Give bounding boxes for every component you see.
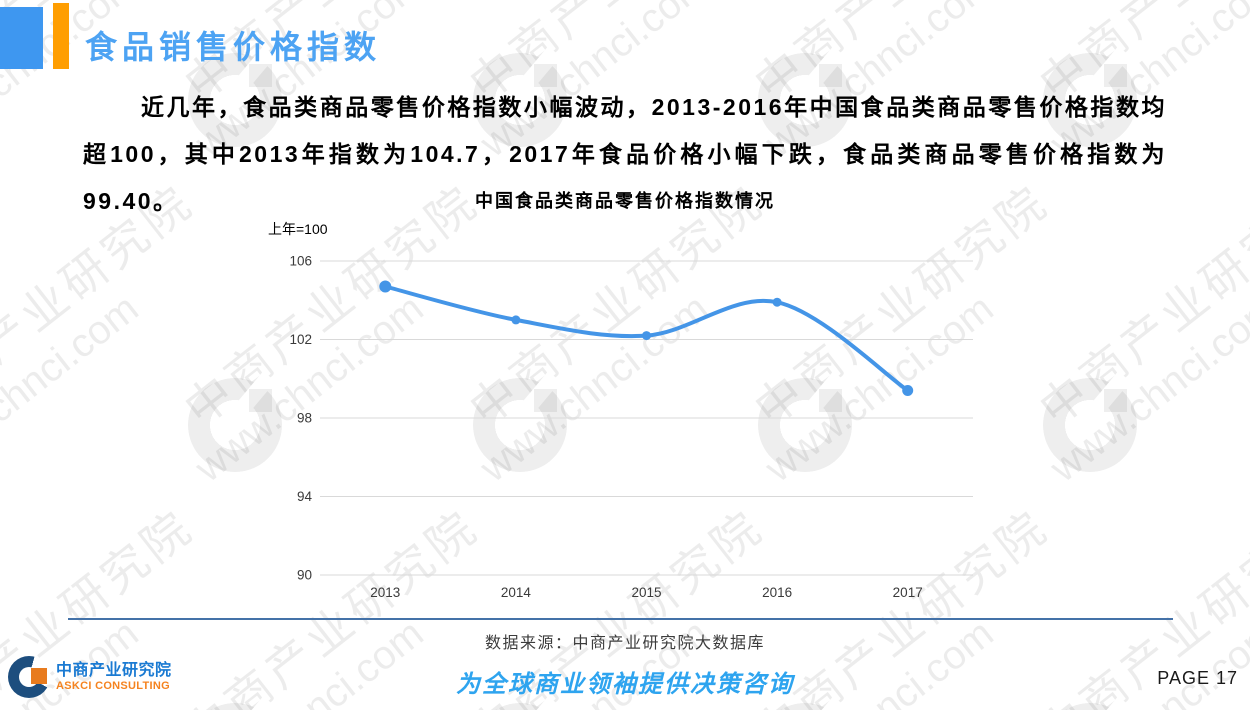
askci-logo-icon xyxy=(8,656,50,698)
x-axis-labels: 2013 2014 2015 2016 2017 xyxy=(370,585,922,600)
watermark-logo-icon xyxy=(188,378,282,472)
logo-text-block: 中商产业研究院 ASKCI CONSULTING xyxy=(56,662,172,693)
watermark-logo-icon xyxy=(1043,703,1137,710)
data-point-marker xyxy=(772,297,782,307)
brand-name: 中商产业研究院 xyxy=(56,661,172,679)
watermark-logo-icon xyxy=(188,703,282,710)
gridlines xyxy=(320,260,973,576)
x-tick-label: 2016 xyxy=(762,585,792,600)
chart-title: 中国食品类商品零售价格指数情况 xyxy=(475,191,775,211)
y-tick-label: 94 xyxy=(297,489,313,504)
watermark-logo-icon xyxy=(758,703,852,710)
y-tick-label: 98 xyxy=(297,411,312,426)
data-point-marker xyxy=(379,280,392,293)
footer-divider xyxy=(68,618,1173,620)
footer-slogan: 为全球商业领袖提供决策咨询 xyxy=(456,669,794,698)
page-number: PAGE 17 xyxy=(1157,668,1238,688)
x-tick-label: 2014 xyxy=(501,585,532,600)
logo-square-shape xyxy=(31,668,47,684)
header-accent-square xyxy=(0,7,43,69)
y-axis-labels: 106 102 98 94 90 xyxy=(289,254,312,583)
watermark-logo-icon xyxy=(1043,378,1137,472)
body-paragraph: 近几年，食品类商品零售价格指数小幅波动，2013-2016年中国食品类商品零售价… xyxy=(83,94,1167,214)
markers xyxy=(379,280,914,396)
footer-logo: 中商产业研究院 ASKCI CONSULTING xyxy=(8,656,172,698)
watermark-logo-icon xyxy=(473,703,567,710)
x-tick-label: 2015 xyxy=(631,585,661,600)
page-title: 食品销售价格指数 xyxy=(85,29,382,65)
source-note: 数据来源：中商产业研究院大数据库 xyxy=(484,635,765,652)
chart-axis-note: 上年=100 xyxy=(268,221,328,237)
x-tick-label: 2013 xyxy=(370,585,400,600)
x-tick-label: 2017 xyxy=(893,585,923,600)
y-tick-label: 106 xyxy=(289,254,312,269)
data-point-marker xyxy=(642,331,651,341)
data-point-marker xyxy=(902,385,914,396)
line-chart: 106 102 98 94 90 2013 2014 2015 2016 2017 xyxy=(289,254,973,600)
y-tick-label: 102 xyxy=(289,332,312,347)
y-tick-label: 90 xyxy=(297,568,312,583)
data-point-marker xyxy=(511,315,521,325)
brand-subtitle: ASKCI CONSULTING xyxy=(56,679,170,692)
header-accent-bar xyxy=(53,3,69,69)
